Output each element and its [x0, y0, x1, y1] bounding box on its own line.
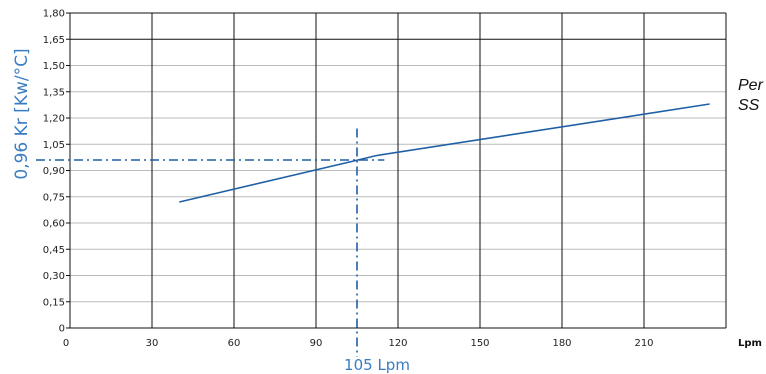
x-tick-label: 60: [228, 338, 241, 349]
y-tick-label: 1,20: [43, 114, 65, 125]
x-tick-label: 150: [470, 338, 489, 349]
y-tick-label: 0,15: [43, 297, 65, 308]
series-layer: [179, 103, 710, 203]
annotation-layer: [36, 128, 385, 357]
x-tick-label: 120: [388, 338, 407, 349]
x-tick-label: 90: [310, 338, 323, 349]
x-tick-label: 30: [146, 338, 159, 349]
x-tick-label: 210: [634, 338, 653, 349]
y-tick-label: 1,65: [43, 35, 65, 46]
y-tick-label: 0,45: [43, 245, 65, 256]
series-line: [179, 103, 710, 203]
x-tick-label: 0: [63, 338, 69, 349]
y-tick-label: 1,05: [43, 140, 65, 151]
side-text-line-1: Per: [738, 77, 764, 94]
y-tick-label: 1,50: [43, 61, 65, 72]
y-tick-label: 0,30: [43, 271, 65, 282]
unit-label: Lpm: [738, 338, 762, 349]
annotation-x-label: 105 Lpm: [344, 356, 410, 374]
grid-layer: [66, 12, 727, 329]
y-tick-label: 1,80: [43, 9, 65, 20]
x-tick-label: 180: [552, 338, 571, 349]
y-tick-label: 0: [59, 324, 65, 335]
tick-layer: 0 0,15 0,30 0,45 0,60 0,75 0,90 1,05 1,20 1,35 1,5…: [43, 9, 654, 350]
y-tick-label: 0,60: [43, 219, 65, 230]
y-axis-label: 0,96 Kr [Kw/°C]: [12, 48, 32, 179]
y-tick-label: 0,90: [43, 166, 65, 177]
side-text-line-2: SS: [738, 97, 760, 114]
y-tick-label: 1,35: [43, 87, 65, 98]
y-tick-label: 0,75: [43, 192, 65, 203]
